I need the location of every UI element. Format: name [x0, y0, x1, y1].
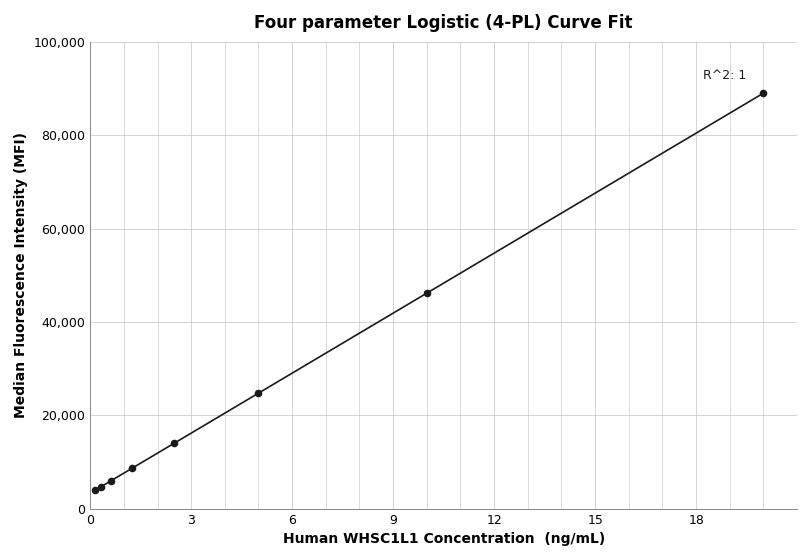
Point: [168, 438, 181, 447]
Title: Four parameter Logistic (4-PL) Curve Fit: Four parameter Logistic (4-PL) Curve Fit: [255, 14, 633, 32]
Point: [126, 464, 139, 473]
Y-axis label: Median Fluorescence Intensity (MFI): Median Fluorescence Intensity (MFI): [14, 132, 28, 418]
Point: [105, 476, 118, 485]
Point: [757, 88, 770, 97]
X-axis label: Human WHSC1L1 Concentration  (ng/mL): Human WHSC1L1 Concentration (ng/mL): [282, 532, 605, 546]
Point: [94, 482, 107, 491]
Point: [420, 288, 433, 297]
Point: [252, 389, 265, 398]
Point: [89, 486, 102, 494]
Text: R^2: 1: R^2: 1: [703, 69, 747, 82]
